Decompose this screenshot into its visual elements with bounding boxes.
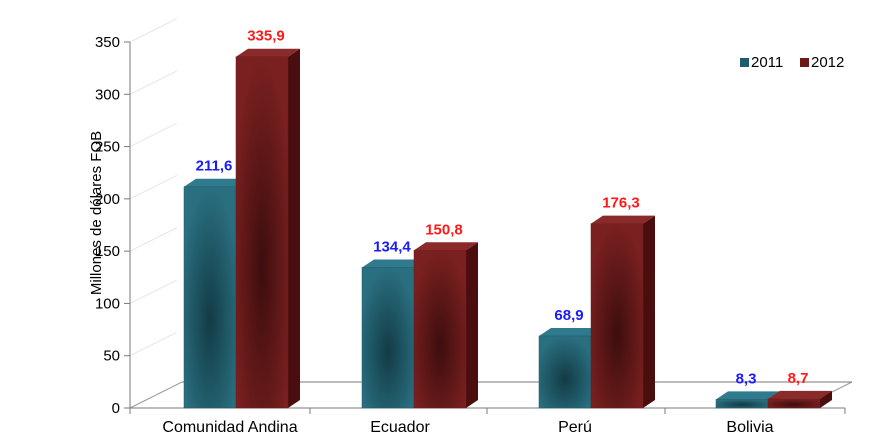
bar-2012-2 [590, 215, 655, 409]
y-tick-label: 0 [112, 400, 120, 417]
bars [183, 48, 832, 409]
bar-front [413, 250, 467, 409]
data-label: 8,7 [788, 370, 809, 387]
bar-side [288, 48, 300, 409]
y-tick-label: 200 [95, 191, 120, 208]
data-label: 134,4 [373, 238, 411, 255]
bar-top [768, 390, 832, 399]
data-label: 8,3 [736, 370, 757, 387]
legend-swatch [740, 58, 749, 67]
y-tick-label: 100 [95, 295, 120, 312]
bar-front [715, 399, 769, 409]
y-tick-label: 250 [95, 139, 120, 156]
bar-top [236, 48, 300, 57]
data-label: 150,8 [425, 221, 463, 238]
bar-top [716, 391, 780, 400]
bar-top [591, 215, 655, 224]
y-axis-label: Millones de dólares FOB [88, 131, 105, 295]
data-label: 68,9 [554, 307, 583, 324]
bar-top [184, 178, 248, 187]
y-tick-label: 50 [103, 348, 120, 365]
x-tick-label: Comunidad Andina [162, 419, 297, 436]
data-labels: 211,6 335,9 134,4 150,8 68,9 176,3 8,3 8,7 [196, 28, 809, 388]
gridline [129, 175, 178, 200]
y-tick-label: 350 [95, 34, 120, 51]
gridline [129, 279, 178, 304]
gridline [129, 70, 178, 95]
gridline [129, 122, 178, 148]
legend-label: 2012 [811, 54, 844, 71]
bar-side [466, 242, 478, 408]
legend-label: 2011 [751, 54, 783, 71]
data-label: 335,9 [247, 28, 285, 45]
bar-side [820, 390, 832, 408]
bar-front [767, 398, 821, 409]
gridline [129, 331, 178, 357]
bar-front [590, 223, 644, 409]
y-tick-label: 300 [95, 86, 120, 103]
bar-2012-0 [235, 48, 300, 409]
gridline [129, 18, 178, 43]
legend-swatch [800, 58, 809, 67]
x-tick-label: Perú [558, 419, 592, 436]
bar-front [361, 267, 415, 409]
bar-side [643, 215, 655, 408]
bar-top [362, 259, 426, 268]
bar-top [414, 242, 478, 251]
gridline [129, 227, 178, 252]
bar-front [235, 56, 289, 409]
bar-top [539, 327, 603, 336]
data-label: 176,3 [602, 195, 640, 212]
data-label: 211,6 [196, 158, 233, 175]
x-tick-label: Bolivia [726, 419, 773, 436]
y-tick-label: 150 [95, 243, 120, 260]
bar-2012-1 [413, 242, 478, 409]
bar-front [183, 186, 237, 409]
bar-2012-3 [767, 390, 832, 409]
bar-front [538, 335, 592, 409]
legend: 2011 2012 [740, 54, 844, 71]
x-tick-label: Ecuador [370, 419, 430, 436]
